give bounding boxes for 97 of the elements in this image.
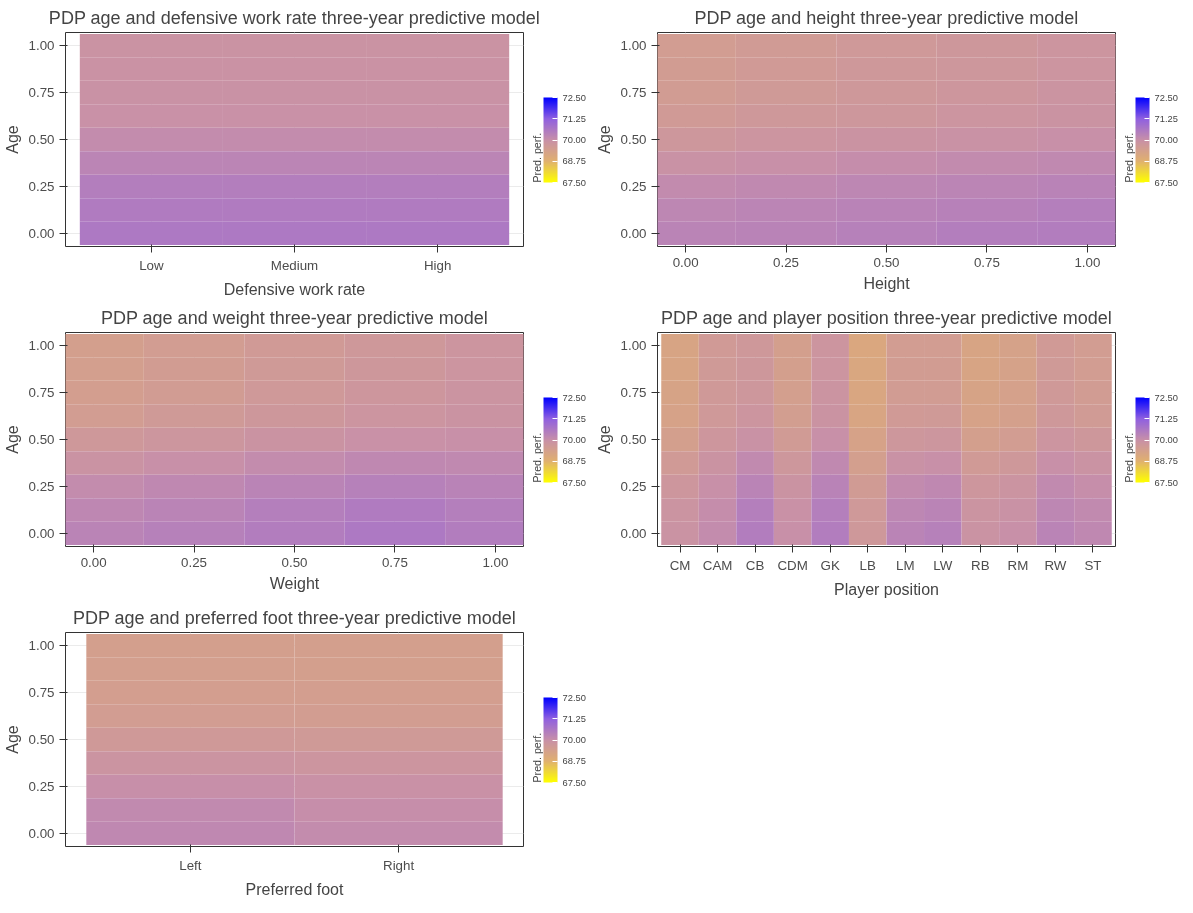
x-tick-label: RB xyxy=(971,557,990,573)
color-bar-label: 71.25 xyxy=(562,113,586,124)
x-tick-label: RM xyxy=(1007,557,1029,573)
x-tick-label: 0.00 xyxy=(80,554,107,570)
x-tick-label: 1.00 xyxy=(482,554,509,570)
x-tick-label: GK xyxy=(820,557,840,573)
y-tick-label: 0.50 xyxy=(620,432,647,447)
x-tick-label: High xyxy=(423,257,452,273)
color-bar-label: 72.50 xyxy=(562,692,586,703)
x-tick-label: 0.75 xyxy=(973,254,1000,270)
x-axis-title: Preferred foot xyxy=(245,880,344,898)
color-bar-label: 68.75 xyxy=(562,156,586,167)
y-tick-label: 0.75 xyxy=(620,85,647,101)
color-bar-label: 72.50 xyxy=(562,392,586,403)
chart-title: PDP age and defensive work rate three-year predictive model xyxy=(48,7,540,28)
color-bar-label: 70.00 xyxy=(562,435,586,445)
color-bar-label: 70.00 xyxy=(562,735,586,745)
x-axis-title: Weight xyxy=(269,574,320,592)
x-tick-label: 0.25 xyxy=(181,554,208,570)
color-bar-title: Pred. perf. xyxy=(1122,432,1135,483)
color-bar-title: Pred. perf. xyxy=(530,132,543,183)
chart-title: PDP age and player position three-year predictive model xyxy=(660,307,1112,328)
y-tick-label: 0.50 xyxy=(620,132,647,147)
chart-title: PDP age and weight three-year predictive model xyxy=(100,307,488,328)
x-tick-label: 1.00 xyxy=(1074,254,1101,270)
color-bar-label: 67.50 xyxy=(562,477,586,488)
y-tick-label: 0.00 xyxy=(28,225,55,241)
color-bar-title: Pred. perf. xyxy=(1122,132,1135,183)
x-axis-title: Height xyxy=(863,274,911,292)
color-bar-label: 68.75 xyxy=(1154,456,1178,467)
y-tick-label: 0.00 xyxy=(620,225,647,241)
y-axis-title: Age xyxy=(595,425,613,454)
color-bar-label: 71.25 xyxy=(1154,413,1178,424)
y-tick-label: 1.00 xyxy=(620,338,647,354)
y-tick-label: 0.25 xyxy=(28,778,55,794)
y-tick-label: 1.00 xyxy=(28,338,55,354)
y-tick-label: 0.50 xyxy=(28,132,55,147)
y-axis-title: Age xyxy=(595,125,613,154)
color-bar-label: 71.25 xyxy=(562,713,586,724)
color-bar-label: 70.00 xyxy=(1154,135,1178,145)
color-bar-label: 67.50 xyxy=(1154,477,1178,488)
color-bar-title: Pred. perf. xyxy=(530,732,543,783)
color-bar-label: 68.75 xyxy=(1154,156,1178,167)
x-tick-label: 0.25 xyxy=(773,254,800,270)
y-tick-label: 0.75 xyxy=(28,685,55,701)
color-bar-label: 71.25 xyxy=(562,413,586,424)
y-tick-label: 1.00 xyxy=(28,38,55,54)
y-axis-title: Age xyxy=(3,125,21,154)
y-tick-label: 1.00 xyxy=(28,638,55,654)
y-tick-label: 0.25 xyxy=(620,178,647,194)
color-bar-label: 67.50 xyxy=(562,177,586,188)
color-bar-label: 72.50 xyxy=(562,92,586,103)
x-tick-label: LB xyxy=(859,557,876,573)
y-tick-label: 0.00 xyxy=(620,525,647,541)
y-tick-label: 0.75 xyxy=(28,85,55,101)
color-bar-label: 68.75 xyxy=(562,456,586,467)
color-bar-label: 70.00 xyxy=(562,135,586,145)
x-tick-label: LM xyxy=(896,557,915,573)
y-tick-label: 0.75 xyxy=(620,385,647,401)
color-bar-label: 68.75 xyxy=(562,756,586,767)
color-bar-title: Pred. perf. xyxy=(530,432,543,483)
x-tick-label: CB xyxy=(745,557,765,573)
x-axis-title: Player position xyxy=(834,580,939,598)
x-tick-label: 0.00 xyxy=(672,254,699,270)
x-tick-label: Low xyxy=(139,257,164,273)
y-tick-label: 0.25 xyxy=(620,478,647,494)
chart-title: PDP age and height three-year predictive model xyxy=(694,7,1079,28)
x-tick-label: CAM xyxy=(702,557,733,573)
y-tick-label: 0.25 xyxy=(28,478,55,494)
x-tick-label: Medium xyxy=(270,257,319,273)
y-tick-label: 0.00 xyxy=(28,825,55,841)
x-tick-label: Left xyxy=(179,857,202,873)
x-tick-label: RW xyxy=(1044,557,1067,573)
x-tick-label: 0.75 xyxy=(381,554,408,570)
x-tick-label: CM xyxy=(669,557,691,573)
x-tick-label: 0.50 xyxy=(281,554,308,570)
x-tick-label: 0.50 xyxy=(873,254,900,270)
color-bar-label: 71.25 xyxy=(1154,113,1178,124)
x-tick-label: LW xyxy=(933,557,953,573)
y-tick-label: 1.00 xyxy=(620,38,647,54)
y-axis-title: Age xyxy=(3,425,21,454)
y-tick-label: 0.25 xyxy=(28,178,55,194)
color-bar-label: 67.50 xyxy=(562,777,586,788)
y-tick-label: 0.50 xyxy=(28,432,55,447)
x-tick-label: ST xyxy=(1084,557,1102,573)
x-tick-label: Right xyxy=(383,857,415,873)
x-axis-title: Defensive work rate xyxy=(223,280,366,298)
color-bar-label: 70.00 xyxy=(1154,435,1178,445)
chart-title: PDP age and preferred foot three-year predictive model xyxy=(72,607,516,628)
y-tick-label: 0.50 xyxy=(28,732,55,747)
color-bar-label: 72.50 xyxy=(1154,392,1178,403)
x-tick-label: CDM xyxy=(777,557,808,573)
color-bar-label: 72.50 xyxy=(1154,92,1178,103)
y-axis-title: Age xyxy=(3,725,21,754)
y-tick-label: 0.75 xyxy=(28,385,55,401)
y-tick-label: 0.00 xyxy=(28,525,55,541)
color-bar-label: 67.50 xyxy=(1154,177,1178,188)
